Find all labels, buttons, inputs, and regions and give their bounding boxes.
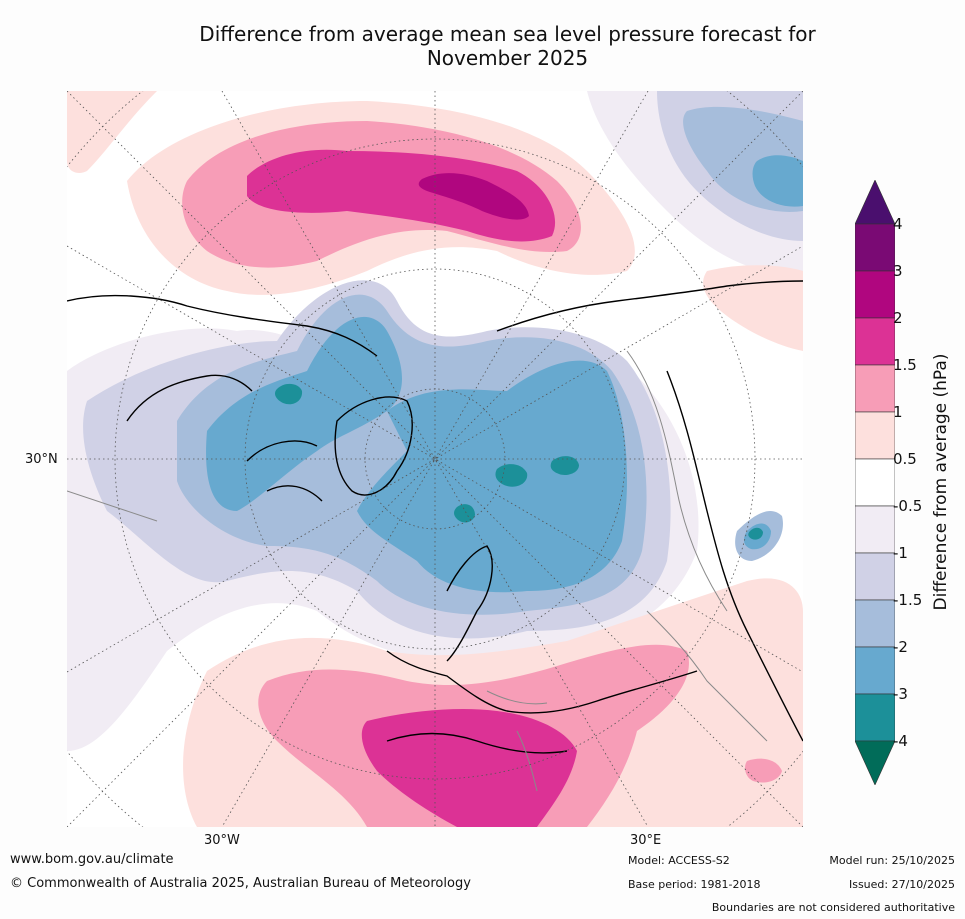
anomaly-neg-3-b [495, 464, 528, 487]
colorbar-tick-label: 2 [893, 309, 903, 327]
coast-siberia [496, 280, 803, 332]
colorbar-tick-label: 3 [893, 262, 903, 280]
anomaly-neg-3-e [748, 527, 763, 540]
colorbar-tick-label: -4 [893, 732, 908, 750]
anomaly-neg-3-a [275, 383, 303, 405]
coast-mediterranean [386, 732, 568, 754]
coast-arctic-islands [246, 440, 323, 502]
anomaly-pos-1-se [745, 758, 782, 783]
colorbar-band [855, 693, 895, 742]
colorbar-extend-bottom [855, 740, 895, 785]
coast-europe [386, 650, 698, 714]
title-line-2: November 2025 [426, 46, 589, 70]
colorbar-band [855, 364, 895, 413]
anomaly-pos-1.5-north [247, 149, 556, 242]
colorbar-extend-top [855, 180, 895, 225]
anomaly-neg-2-central [357, 360, 627, 593]
colorbar-tick-label: -3 [893, 685, 908, 703]
colorbar-band [855, 599, 895, 648]
anomaly-pos-1.5-south [361, 709, 577, 827]
anomaly-neg-3-d [454, 504, 475, 523]
coast-asia-east [666, 370, 803, 742]
chart-title: Difference from average mean sea level p… [60, 22, 955, 70]
colorbar-band [855, 223, 895, 272]
coast-north-america [67, 294, 378, 357]
colorbar-tick-label: -1.5 [893, 591, 923, 609]
colorbar-band [855, 505, 895, 554]
colorbar-tick-label: -0.5 [893, 497, 923, 515]
coast-alaska [126, 374, 253, 422]
anomaly-pos-2-north [418, 173, 529, 220]
colorbar-band [855, 552, 895, 601]
anomaly-neg-3-c [550, 456, 579, 475]
colorbar-tick-label: -1 [893, 544, 908, 562]
colorbar-band [855, 317, 895, 366]
graticule [67, 91, 803, 827]
colorbar [855, 180, 895, 785]
footer-website: www.bom.gov.au/climate [10, 852, 174, 867]
lon-label-30w: 30°W [204, 833, 240, 848]
polar-pressure-anomaly-map [67, 91, 803, 827]
country-borders [67, 350, 768, 792]
footer-disclaimer: Boundaries are not considered authoritat… [711, 901, 955, 914]
colorbar-axis-label: Difference from average (hPa) [931, 353, 951, 611]
colorbar-band [855, 411, 895, 460]
footer-model: Model: ACCESS-S2 [628, 854, 730, 867]
footer-base-period: Base period: 1981-2018 [628, 878, 761, 891]
colorbar-tick-label: 1.5 [893, 356, 917, 374]
title-line-1: Difference from average mean sea level p… [199, 22, 816, 46]
anomaly-pos-0.5-east [703, 265, 803, 351]
colorbar-tick-label: 0.5 [893, 450, 917, 468]
colorbar-tick-label: 1 [893, 403, 903, 421]
lon-label-30e: 30°E [630, 833, 662, 848]
coast-scandinavia [446, 545, 493, 662]
anomaly-pos-0.5-nw [67, 91, 157, 173]
colorbar-tick-label: 4 [893, 215, 903, 233]
coast-greenland [334, 396, 413, 496]
footer-issued: Issued: 27/10/2025 [848, 878, 955, 891]
footer-copyright: © Commonwealth of Australia 2025, Austra… [10, 876, 471, 891]
lat-label-30n: 30°N [25, 452, 58, 467]
colorbar-tick-label: -2 [893, 638, 908, 656]
coastlines [67, 280, 803, 754]
colorbar-band [855, 270, 895, 319]
anomaly-neg-2-west [206, 316, 402, 511]
footer-model-run: Model run: 25/10/2025 [829, 854, 955, 867]
anomaly-neg-2-ne [752, 155, 803, 207]
colorbar-band [855, 458, 895, 507]
colorbar-band [855, 646, 895, 695]
